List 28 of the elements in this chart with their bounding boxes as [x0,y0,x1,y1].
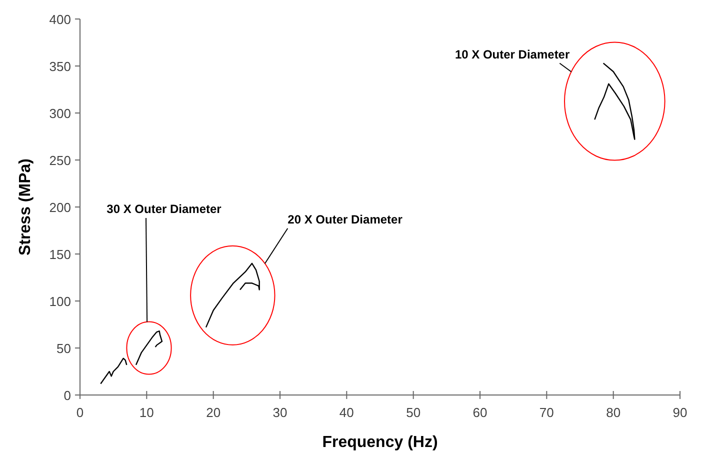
y-tick-label: 0 [64,388,71,403]
y-tick-label: 150 [49,247,71,262]
line-series [100,358,128,384]
annotation: 10 X Outer Diameter [454,47,570,62]
y-tick-label: 200 [49,200,71,215]
y-tick-label: 400 [49,12,71,27]
x-tick-label: 0 [76,405,84,420]
x-tick-label: 70 [539,405,554,420]
x-tick-label: 40 [339,405,354,420]
x-axis-title: Frequency (Hz) [322,434,438,451]
y-axis-title: Stress (MPa) [17,158,34,256]
x-tick-label: 30 [272,405,288,420]
line-series [135,330,163,366]
annotation: 30 X Outer Diameter [106,202,222,216]
y-tick-label: 50 [56,341,71,356]
x-tick-label: 60 [472,405,488,420]
y-tick-label: 300 [49,106,71,121]
line-series [594,62,636,140]
x-tick-label: 50 [406,405,421,420]
x-tick-label: 80 [606,405,621,420]
x-tick-label: 10 [139,405,154,420]
x-tick-label: 20 [206,405,221,420]
annotation: 20 X Outer Diameter [288,212,403,226]
y-tick-label: 100 [49,294,71,309]
y-tick-label: 350 [49,59,71,74]
x-tick-label: 90 [672,405,688,420]
y-tick-label: 250 [49,153,71,168]
line-series [205,262,260,328]
